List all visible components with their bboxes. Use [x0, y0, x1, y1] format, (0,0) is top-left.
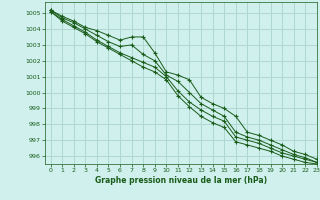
- X-axis label: Graphe pression niveau de la mer (hPa): Graphe pression niveau de la mer (hPa): [95, 176, 267, 185]
